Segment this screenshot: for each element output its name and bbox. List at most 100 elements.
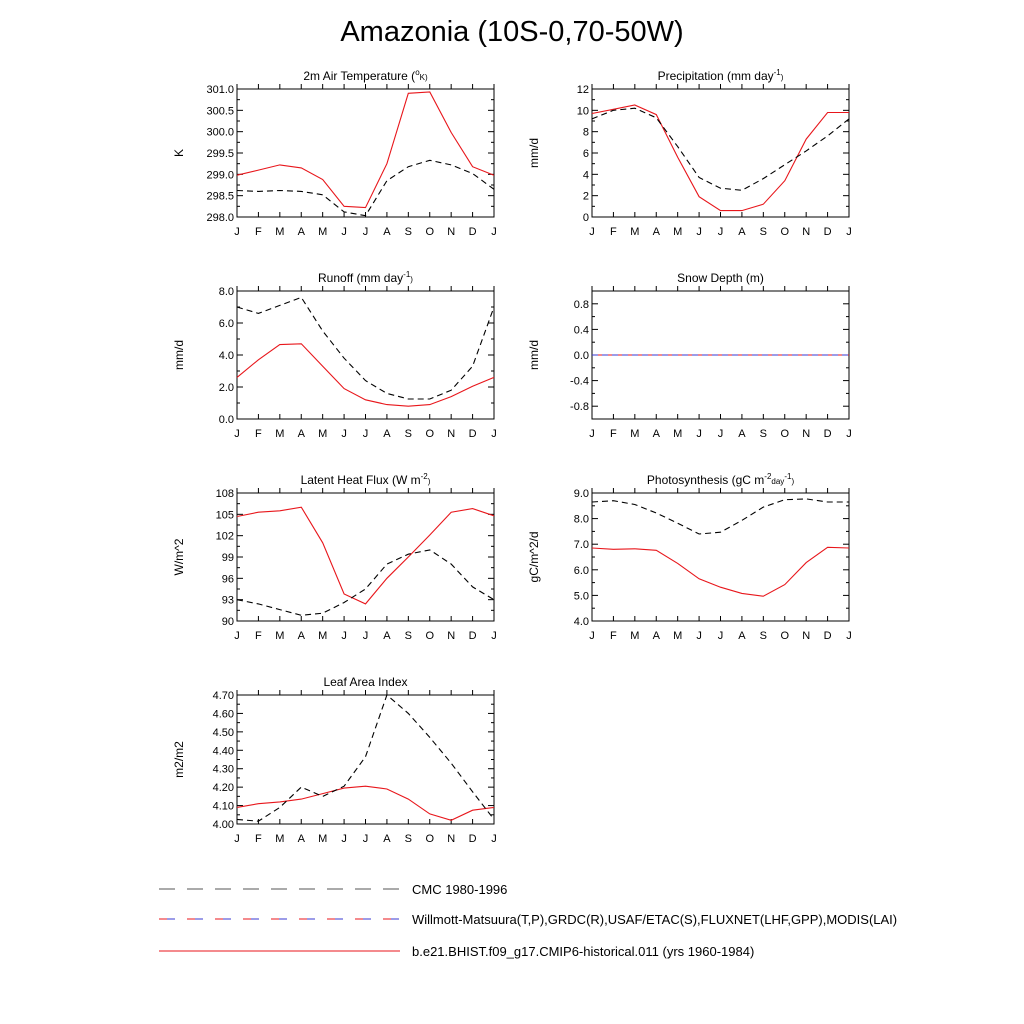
y-tick-label: 12 bbox=[577, 84, 589, 96]
panel-title: Runoff (mm day-1) bbox=[318, 270, 413, 285]
x-tick-label: J bbox=[341, 833, 347, 845]
series-line-solid-red bbox=[236, 785, 495, 821]
panel-title-tail: ) bbox=[781, 73, 784, 82]
x-tick-label: A bbox=[738, 630, 746, 642]
y-tick-label: 6 bbox=[583, 148, 589, 160]
y-tick-label: 4.10 bbox=[213, 801, 234, 813]
x-tick-label: S bbox=[405, 226, 412, 238]
series-line-dashed-black bbox=[591, 107, 850, 191]
y-tick-label: 4.40 bbox=[213, 745, 234, 757]
panel-title-text: Snow Depth (m) bbox=[677, 271, 764, 285]
panel-title-superscript: -1 bbox=[784, 472, 792, 481]
x-tick-label: M bbox=[673, 630, 682, 642]
x-tick-label: N bbox=[802, 428, 810, 440]
x-tick-label: A bbox=[653, 428, 661, 440]
x-tick-label: J bbox=[341, 630, 347, 642]
y-tick-label: 298.5 bbox=[206, 191, 234, 203]
legend-label: Willmott-Matsuura(T,P),GRDC(R),USAF/ETAC… bbox=[412, 912, 897, 927]
x-tick-label: A bbox=[298, 630, 306, 642]
y-axis-label: K bbox=[172, 149, 186, 157]
y-axis-label: mm/d bbox=[527, 340, 541, 370]
x-tick-label: A bbox=[298, 428, 306, 440]
panel-title: Latent Heat Flux (W m-2) bbox=[301, 472, 431, 487]
plot-frame bbox=[236, 88, 495, 218]
series-line-dashed-black bbox=[236, 296, 495, 400]
y-axis-label: m2/m2 bbox=[172, 741, 186, 778]
panel-title-text: 2m Air Temperature ( bbox=[303, 69, 415, 83]
panel-title-text: Precipitation (mm day bbox=[658, 69, 774, 83]
x-tick-label: J bbox=[846, 630, 852, 642]
x-tick-label: M bbox=[318, 226, 327, 238]
x-tick-label: J bbox=[696, 428, 702, 440]
x-tick-label: S bbox=[405, 630, 412, 642]
x-tick-label: J bbox=[234, 428, 240, 440]
x-tick-label: S bbox=[760, 226, 767, 238]
x-tick-label: N bbox=[447, 833, 455, 845]
x-tick-label: O bbox=[780, 428, 789, 440]
y-tick-label: 299.0 bbox=[206, 169, 234, 181]
x-tick-label: M bbox=[630, 428, 639, 440]
x-tick-label: S bbox=[760, 428, 767, 440]
x-tick-label: O bbox=[425, 630, 434, 642]
x-tick-label: J bbox=[341, 226, 347, 238]
y-tick-label: 96 bbox=[222, 573, 234, 585]
panel-title-superscript: -1 bbox=[403, 270, 411, 279]
x-tick-label: J bbox=[589, 630, 595, 642]
x-tick-label: J bbox=[363, 630, 369, 642]
y-tick-label: 2 bbox=[583, 191, 589, 203]
y-tick-label: 8.0 bbox=[219, 286, 234, 298]
x-tick-label: A bbox=[738, 226, 746, 238]
y-tick-label: 4.0 bbox=[574, 616, 589, 628]
panel-title-tail: K) bbox=[420, 73, 428, 82]
panel-title-tail: ) bbox=[428, 477, 431, 486]
x-tick-label: F bbox=[255, 428, 262, 440]
y-axis-label: mm/d bbox=[527, 138, 541, 168]
y-tick-label: 4.20 bbox=[213, 782, 234, 794]
y-tick-label: 102 bbox=[216, 531, 234, 543]
series-line-solid-red bbox=[236, 343, 495, 407]
panel-title-text: Latent Heat Flux (W m bbox=[301, 473, 421, 487]
x-tick-label: M bbox=[630, 630, 639, 642]
panels-group: 2m Air Temperature (oK)J F M A M J J A S O N D J298.… bbox=[172, 68, 852, 845]
panel-title-superscript: o bbox=[415, 68, 420, 77]
x-tick-label: O bbox=[425, 226, 434, 238]
y-tick-label: 93 bbox=[222, 595, 234, 607]
x-tick-label: S bbox=[405, 833, 412, 845]
y-tick-label: 4.60 bbox=[213, 708, 234, 720]
x-tick-label: D bbox=[469, 833, 477, 845]
x-tick-label: D bbox=[824, 428, 832, 440]
x-tick-label: J bbox=[696, 226, 702, 238]
x-tick-label: J bbox=[589, 428, 595, 440]
y-tick-label: 4.00 bbox=[213, 819, 234, 831]
x-tick-label: J bbox=[718, 428, 724, 440]
x-tick-label: M bbox=[275, 428, 284, 440]
x-tick-label: A bbox=[298, 226, 306, 238]
x-tick-label: J bbox=[491, 833, 497, 845]
y-tick-label: 6.0 bbox=[219, 318, 234, 330]
x-tick-label: A bbox=[738, 428, 746, 440]
y-tick-label: 301.0 bbox=[206, 84, 234, 96]
y-tick-label: 4.30 bbox=[213, 764, 234, 776]
panel-1: 2m Air Temperature (oK)J F M A M J J A S O N D J298.… bbox=[172, 68, 497, 238]
x-tick-label: D bbox=[824, 226, 832, 238]
panel-title: 2m Air Temperature (oK) bbox=[303, 68, 428, 83]
plot-frame bbox=[236, 694, 495, 825]
x-tick-label: D bbox=[824, 630, 832, 642]
panel-4: Snow Depth (m)J F M A M J J A S O N D J-0.8-0.40.00.… bbox=[527, 271, 852, 440]
y-tick-label: 4.50 bbox=[213, 727, 234, 739]
x-tick-label: N bbox=[802, 630, 810, 642]
x-tick-label: M bbox=[275, 226, 284, 238]
x-tick-label: J bbox=[234, 630, 240, 642]
x-tick-label: A bbox=[653, 226, 661, 238]
y-axis-label: mm/d bbox=[172, 340, 186, 370]
x-tick-label: F bbox=[610, 630, 617, 642]
y-tick-label: 0.4 bbox=[574, 324, 589, 336]
panel-title-tail: ) bbox=[410, 275, 413, 284]
y-tick-label: -0.4 bbox=[570, 376, 589, 388]
y-tick-label: 90 bbox=[222, 616, 234, 628]
x-tick-label: J bbox=[846, 226, 852, 238]
panel-title-text: Leaf Area Index bbox=[323, 675, 407, 689]
y-tick-label: 300.5 bbox=[206, 105, 234, 117]
y-tick-label: 7.0 bbox=[574, 539, 589, 551]
